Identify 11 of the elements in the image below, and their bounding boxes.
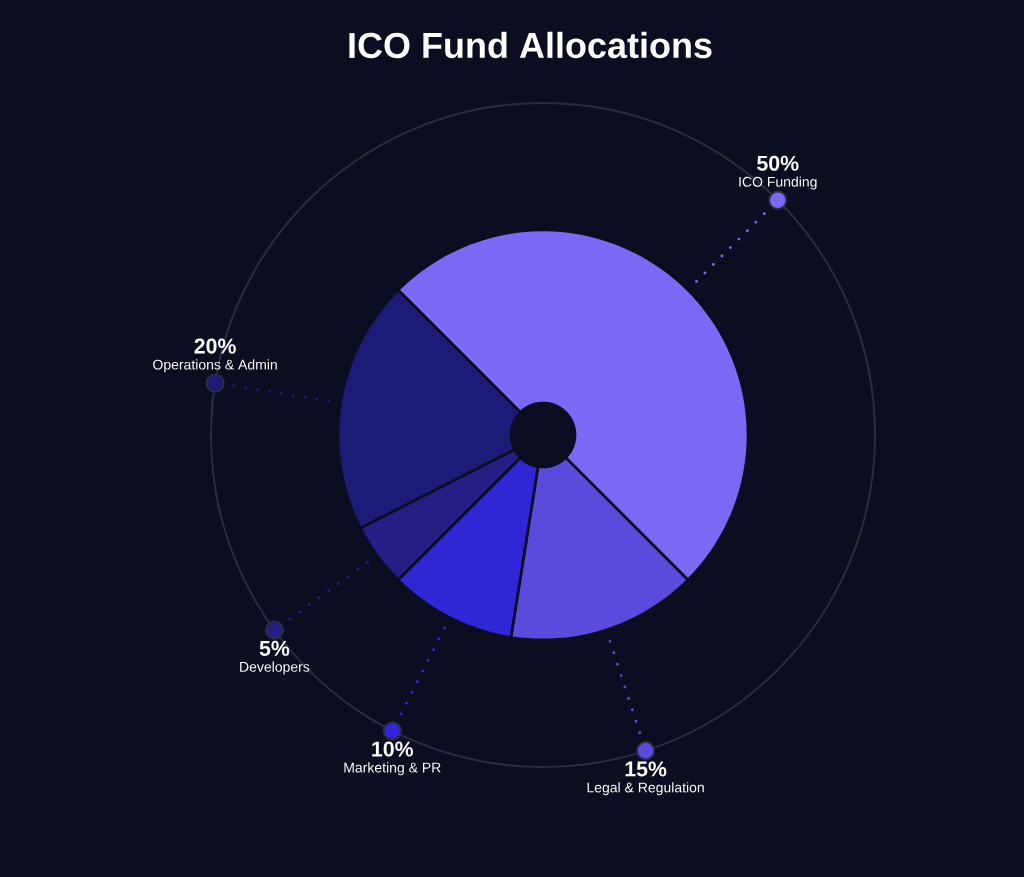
slice-label: Legal & Regulation	[587, 782, 704, 796]
chart-title: ICO Fund Allocations	[349, 31, 712, 59]
data-label: 10%	[372, 741, 414, 757]
slice-label: ICO Funding	[739, 176, 817, 190]
slice-label: Marketing & PR	[344, 762, 441, 776]
data-label: 15%	[625, 761, 667, 777]
slice-label: Developers	[240, 661, 310, 675]
data-label: 20%	[194, 338, 236, 354]
data-label: 5%	[259, 640, 290, 656]
data-label: 50%	[757, 155, 799, 171]
slice-label: Operations & Admin	[153, 359, 277, 373]
